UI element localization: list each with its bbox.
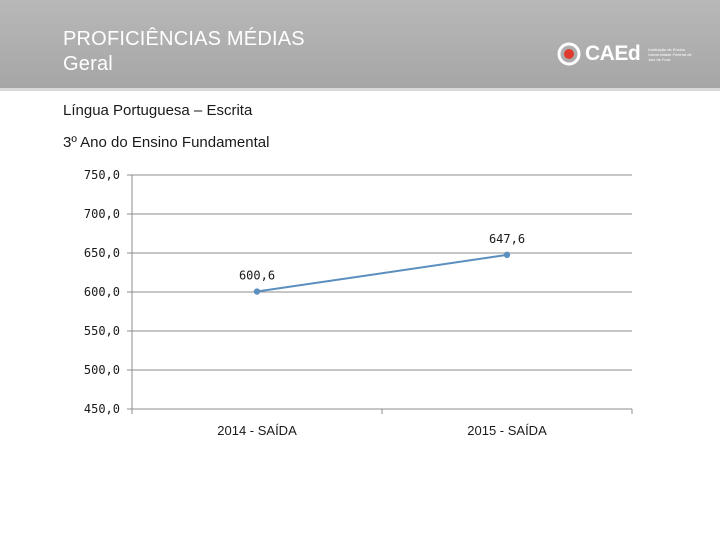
logo-wordmark: CAEd: [585, 42, 641, 65]
data-label: 600,6: [239, 269, 275, 283]
y-tick-label: 550,0: [84, 324, 120, 338]
data-point: [503, 251, 511, 259]
x-category-label: 2015 - SAÍDA: [467, 423, 547, 438]
slide-header: PROFICIÊNCIAS MÉDIAS Geral CAEd Institui…: [0, 0, 720, 91]
title-line-2: Geral: [63, 53, 113, 75]
y-tick-label: 750,0: [84, 168, 120, 182]
caed-logo: CAEd Instituição de Ensino Universidade …: [557, 40, 707, 68]
x-category-label: 2014 - SAÍDA: [217, 423, 297, 438]
grade-label: 3º Ano do Ensino Fundamental: [63, 134, 270, 151]
y-tick-label: 650,0: [84, 246, 120, 260]
logo-subtitle: Instituição de Ensino Universidade Feder…: [648, 46, 692, 62]
caed-logo-icon: [557, 42, 581, 66]
series-line: [256, 253, 508, 293]
y-tick-label: 700,0: [84, 207, 120, 221]
subject-label: Língua Portuguesa – Escrita: [63, 102, 253, 119]
title-line-1: PROFICIÊNCIAS MÉDIAS: [63, 28, 305, 50]
data-label: 647,6: [489, 232, 525, 246]
y-tick-label: 600,0: [84, 285, 120, 299]
slide-title: PROFICIÊNCIAS MÉDIAS Geral: [63, 27, 305, 77]
data-point: [253, 288, 261, 295]
y-tick-label: 500,0: [84, 363, 120, 377]
y-tick-label: 450,0: [84, 402, 120, 416]
